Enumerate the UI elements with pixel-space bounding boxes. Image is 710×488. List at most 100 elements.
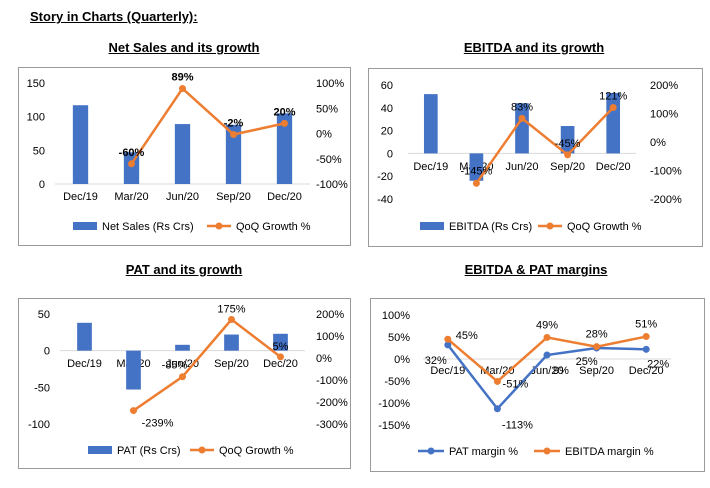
- series-point: [493, 405, 501, 413]
- right-axis-tick-label: 50%: [316, 103, 338, 115]
- series-line: [130, 86, 285, 165]
- series-point: [228, 316, 235, 323]
- bar: [560, 126, 575, 154]
- data-label: 89%: [171, 72, 193, 84]
- bar: [515, 103, 529, 154]
- data-label: -239%: [142, 418, 174, 430]
- series-point: [444, 335, 452, 343]
- left-axis-tick-label: 100%: [382, 310, 410, 322]
- left-axis-tick-label: -150%: [378, 420, 410, 432]
- right-axis-tick-label: 0%: [316, 353, 332, 365]
- left-axis-tick-label: 50: [38, 309, 50, 321]
- legend-label: QoQ Growth %: [236, 221, 311, 233]
- category-label: Dec/20: [596, 161, 631, 173]
- series-point: [128, 160, 135, 168]
- legend-label: PAT margin %: [449, 446, 518, 458]
- left-axis-tick-label: 60: [381, 80, 393, 92]
- series-point: [593, 343, 601, 351]
- left-axis-tick-label: 0: [387, 148, 393, 160]
- category-label: Sep/20: [216, 191, 251, 203]
- legend-label: QoQ Growth %: [219, 445, 294, 457]
- page-title: Story in Charts (Quarterly):: [30, 9, 198, 24]
- series-point: [130, 407, 137, 415]
- series-point: [642, 345, 650, 353]
- category-label: Dec/19: [430, 365, 465, 377]
- legend-label: QoQ Growth %: [567, 221, 642, 233]
- data-label: 20%: [273, 106, 295, 118]
- category-label: Dec/20: [263, 358, 298, 370]
- left-axis-tick-label: 100: [27, 112, 45, 124]
- right-axis-tick-label: 0%: [650, 137, 666, 149]
- legend-swatch-bar: [420, 222, 444, 230]
- left-axis-tick-label: 0: [44, 346, 50, 358]
- series-point: [642, 333, 650, 341]
- data-label: 175%: [217, 304, 245, 316]
- right-axis-tick-label: 200%: [316, 309, 344, 321]
- bar: [225, 124, 242, 184]
- data-label: -113%: [502, 420, 533, 432]
- category-label: Jun/20: [505, 161, 538, 173]
- series-point: [281, 119, 288, 127]
- chart-title-pat: PAT and its growth: [125, 262, 243, 277]
- chart-title-ebitda: EBITDA and its growth: [463, 40, 605, 55]
- series-line: [475, 106, 615, 185]
- right-axis-tick-label: 0%: [316, 129, 332, 141]
- category-label: Sep/20: [579, 365, 614, 377]
- right-axis-tick-label: -50%: [316, 154, 342, 166]
- right-axis-tick-label: 200%: [650, 80, 678, 92]
- bar: [224, 334, 239, 351]
- series-point: [472, 179, 480, 187]
- left-axis-tick-label: 50%: [388, 332, 410, 344]
- chart-title-margins: EBITDA & PAT margins: [464, 262, 608, 277]
- left-axis-tick-label: 0: [39, 179, 45, 191]
- series-point: [444, 341, 452, 349]
- category-label: Jun/20: [530, 365, 563, 377]
- data-label: 25%: [576, 356, 598, 368]
- series-point: [493, 377, 501, 385]
- right-axis-tick-label: -200%: [650, 194, 682, 206]
- data-label: 49%: [536, 319, 558, 331]
- chart-title-net-sales: Net Sales and its growth: [108, 40, 260, 55]
- data-label: 32%: [425, 355, 447, 367]
- right-axis-tick-label: -200%: [316, 397, 348, 409]
- right-axis-tick-label: -100%: [650, 166, 682, 178]
- bar: [77, 322, 92, 351]
- legend-swatch-marker: [427, 447, 435, 455]
- right-axis-tick-label: 100%: [316, 331, 344, 343]
- series-point: [518, 114, 526, 122]
- left-axis-tick-label: -50: [34, 382, 50, 394]
- data-label: 51%: [635, 319, 657, 331]
- category-label: Dec/19: [67, 358, 102, 370]
- category-label: Sep/20: [214, 358, 249, 370]
- data-label: 28%: [586, 329, 608, 341]
- legend-swatch-bar: [73, 222, 97, 230]
- data-label: -2%: [224, 118, 244, 130]
- data-label: 22%: [647, 358, 669, 370]
- chart-panel-pat: [18, 298, 351, 469]
- category-label: Sep/20: [550, 161, 585, 173]
- left-axis-tick-label: 0%: [394, 354, 410, 366]
- right-axis-tick-label: -100%: [316, 179, 348, 191]
- series-point: [277, 353, 284, 361]
- legend-swatch-marker: [215, 222, 223, 230]
- left-axis-tick-label: -100%: [378, 398, 410, 410]
- bar: [469, 153, 484, 181]
- category-label: Dec/19: [63, 191, 98, 203]
- bar: [273, 333, 288, 351]
- left-axis-tick-label: -100: [28, 419, 50, 431]
- data-label: 5%: [273, 341, 289, 353]
- legend-swatch-marker: [198, 446, 206, 454]
- chart-panel-ebitda: [368, 68, 703, 247]
- series-point: [543, 351, 551, 359]
- category-label: Dec/20: [629, 365, 664, 377]
- data-label: 83%: [511, 101, 533, 113]
- category-label: Mar/20: [114, 191, 148, 203]
- series-point: [543, 333, 551, 341]
- series-point: [230, 131, 237, 139]
- data-label: 121%: [599, 91, 627, 103]
- data-label: -60%: [119, 147, 145, 159]
- series-line: [132, 317, 282, 412]
- legend-label: EBITDA margin %: [565, 446, 654, 458]
- data-label: -45%: [555, 138, 581, 150]
- data-label: -145%: [461, 165, 493, 177]
